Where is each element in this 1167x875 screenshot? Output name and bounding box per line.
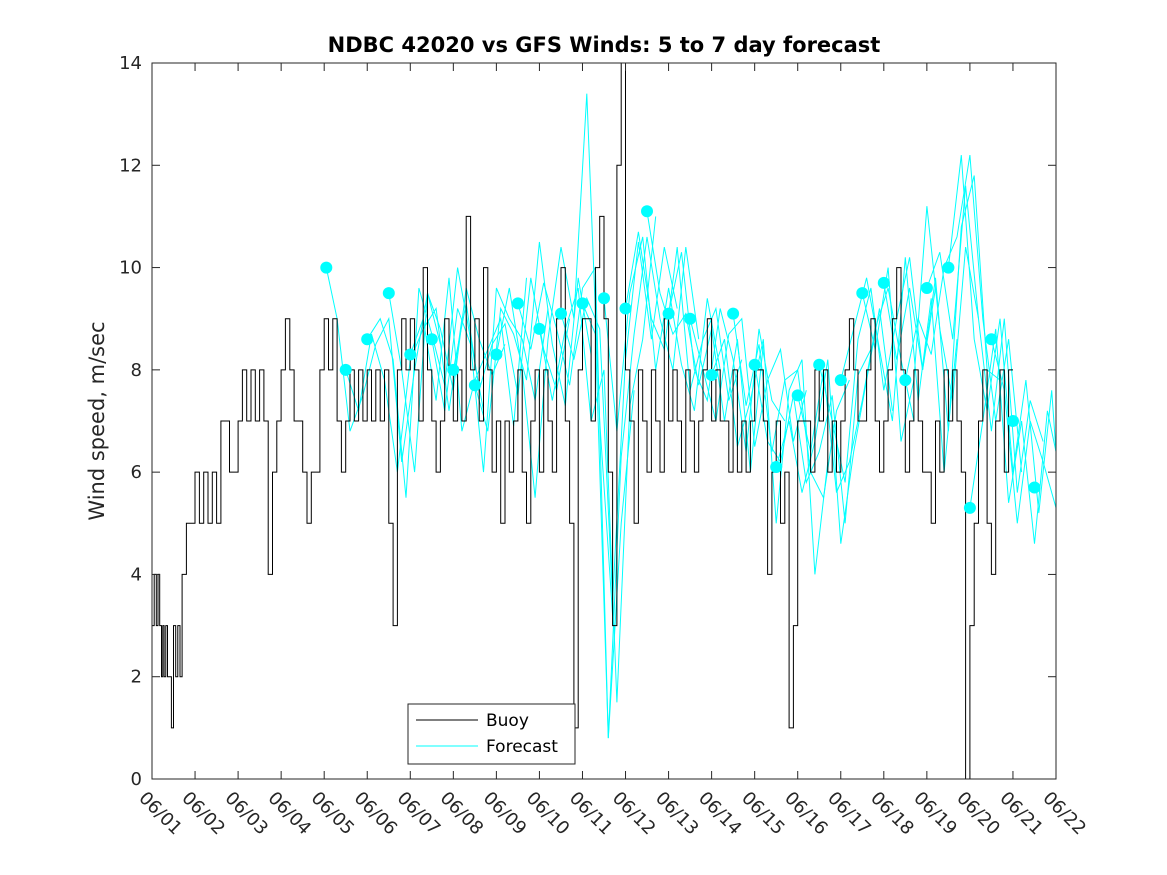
- forecast-run-line-14: [603, 236, 721, 432]
- forecast-marker-4: [382, 287, 395, 300]
- forecast-run-line-22: [775, 308, 893, 544]
- forecast-marker-33: [1007, 415, 1019, 427]
- forecast-marker-25: [834, 374, 847, 387]
- forecast-run-line-31: [969, 328, 1056, 544]
- y-tick-label-0: 0: [131, 769, 142, 790]
- forecast-marker-29: [920, 282, 933, 294]
- forecast-marker-26: [856, 287, 869, 300]
- axes-box: [151, 62, 1057, 780]
- forecast-run-line-8: [474, 241, 592, 432]
- forecast-marker-3: [361, 333, 374, 346]
- forecast-marker-6: [425, 333, 438, 346]
- forecast-run-line-15: [625, 231, 743, 401]
- forecast-marker-1: [320, 261, 333, 274]
- forecast-marker-32: [985, 333, 998, 346]
- forecast-marker-30: [942, 261, 955, 274]
- forecast-marker-23: [791, 389, 804, 402]
- y-axis-label: Wind speed, m/sec: [85, 321, 109, 520]
- forecast-run-line-25: [840, 257, 958, 473]
- forecast-run-line-4: [388, 287, 506, 473]
- forecast-run-line-30: [947, 155, 1056, 514]
- forecast-marker-15: [619, 302, 632, 315]
- forecast-series: [325, 93, 1056, 739]
- forecast-run-line-23: [797, 287, 915, 493]
- forecast-run-line-20: [732, 313, 850, 500]
- forecast-marker-9: [490, 348, 503, 361]
- y-tick-label-8: 8: [131, 360, 142, 381]
- legend: Buoy Forecast: [407, 703, 576, 765]
- forecast-run-line-9: [495, 93, 614, 616]
- forecast-marker-11: [533, 322, 546, 335]
- forecast-marker-16: [641, 205, 653, 218]
- forecast-marker-7: [447, 363, 460, 376]
- legend-box: [407, 703, 576, 765]
- forecast-marker-12: [555, 307, 567, 320]
- y-tick-label-6: 6: [131, 462, 142, 483]
- forecast-marker-14: [598, 292, 610, 305]
- forecast-run-line-7: [452, 277, 571, 396]
- forecast-run-line-2: [345, 307, 463, 473]
- forecast-run-line-26: [861, 206, 979, 442]
- forecast-run-line-21: [754, 349, 872, 524]
- forecast-run-line-6: [431, 287, 549, 473]
- forecast-run-line-5: [409, 277, 527, 432]
- forecast-marker-13: [576, 297, 589, 310]
- legend-buoy-label: Buoy: [486, 711, 529, 731]
- forecast-marker-2: [339, 363, 352, 376]
- forecast-marker-5: [404, 348, 417, 361]
- forecast-run-line-32: [990, 339, 1056, 524]
- forecast-marker-8: [468, 379, 481, 392]
- legend-forecast-label: Forecast: [486, 737, 558, 757]
- y-tick-label-14: 14: [119, 53, 142, 74]
- forecast-marker-28: [899, 374, 912, 387]
- forecast-marker-24: [813, 358, 826, 371]
- forecast-run-line-12: [560, 241, 678, 601]
- forecast-marker-17: [662, 307, 675, 320]
- y-tick-label-10: 10: [119, 258, 142, 279]
- forecast-marker-21: [748, 358, 761, 371]
- forecast-marker-18: [684, 312, 697, 325]
- forecast-marker-22: [770, 461, 783, 473]
- forecast-marker-34: [1028, 481, 1041, 494]
- y-tick-label-12: 12: [119, 155, 142, 176]
- forecast-marker-10: [511, 297, 524, 310]
- chart-title: NDBC 42020 vs GFS Winds: 5 to 7 day fore…: [328, 33, 881, 57]
- y-tick-label-2: 2: [131, 667, 142, 688]
- forecast-marker-20: [727, 307, 740, 320]
- forecast-marker-31: [963, 501, 976, 514]
- forecast-run-line-27: [883, 175, 1001, 432]
- forecast-run-line-13: [582, 236, 700, 739]
- y-tick-label-4: 4: [131, 564, 142, 585]
- forecast-marker-27: [877, 276, 890, 289]
- forecast-run-line-18: [689, 317, 807, 447]
- forecast-run-line-29: [926, 185, 1044, 493]
- forecast-markers: [320, 205, 1041, 514]
- forecast-marker-19: [705, 369, 718, 381]
- forecast-run-line-10: [517, 265, 635, 739]
